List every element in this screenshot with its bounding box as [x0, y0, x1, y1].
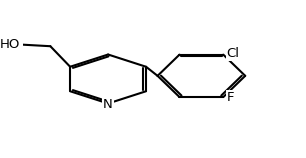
Text: F: F: [227, 91, 234, 104]
Text: N: N: [103, 98, 113, 111]
Text: Cl: Cl: [227, 47, 240, 60]
Text: HO: HO: [0, 38, 20, 51]
